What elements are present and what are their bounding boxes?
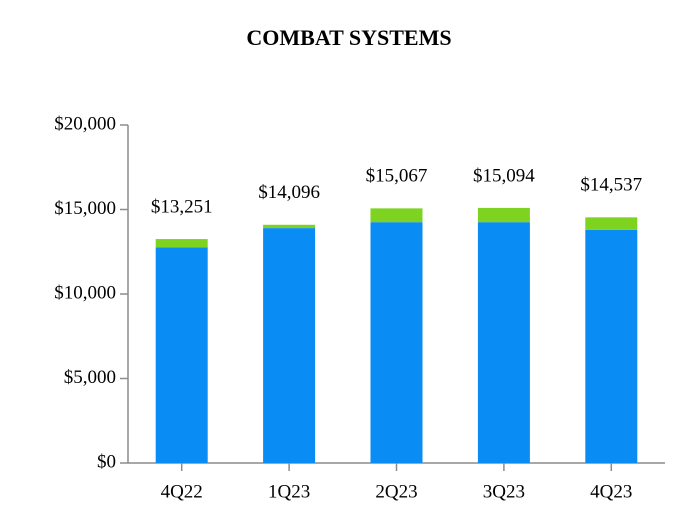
y-tick-label: $15,000 (54, 198, 116, 219)
total-label: $14,537 (580, 175, 642, 196)
total-label: $14,096 (258, 182, 320, 203)
x-tick-label: 2Q23 (375, 481, 417, 502)
bar-segment (477, 222, 530, 463)
y-tick-label: $0 (97, 451, 116, 472)
bar-segment (155, 239, 208, 248)
y-tick-label: $20,000 (54, 113, 116, 134)
bar-segment (370, 222, 423, 463)
bar-segment (263, 228, 316, 463)
bar-segment (155, 247, 208, 463)
total-label: $13,251 (151, 196, 213, 217)
y-tick-label: $10,000 (54, 282, 116, 303)
y-tick-label: $5,000 (64, 367, 116, 388)
bar-segment (585, 217, 638, 230)
x-tick-label: 4Q23 (590, 481, 632, 502)
total-label: $15,094 (473, 165, 535, 186)
total-label: $15,067 (366, 166, 428, 187)
x-tick-label: 1Q23 (268, 481, 310, 502)
bar-segment (585, 229, 638, 463)
bar-segment (370, 208, 423, 223)
bar-segment (477, 207, 530, 223)
bar-segment (263, 224, 316, 229)
x-tick-label: 3Q23 (483, 481, 525, 502)
chart-title: COMBAT SYSTEMS (246, 25, 451, 50)
x-tick-label: 4Q22 (161, 481, 203, 502)
